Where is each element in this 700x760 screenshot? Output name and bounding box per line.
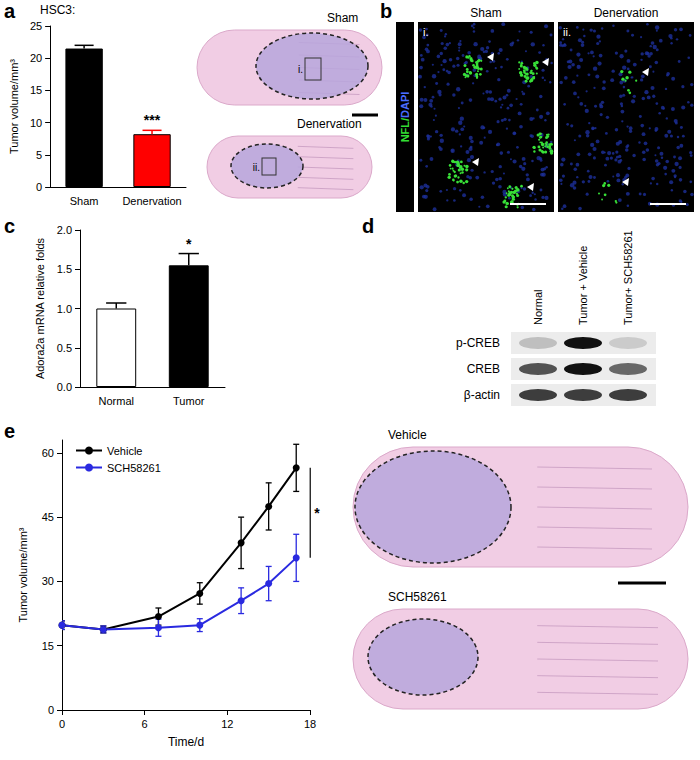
svg-text:25: 25 [30,20,42,32]
svg-text:Normal: Normal [532,290,544,325]
svg-text:6: 6 [142,718,148,730]
svg-text:2.0: 2.0 [57,224,72,236]
svg-text:Vehicle: Vehicle [388,428,427,442]
svg-text:Adora2a mRNA relative folds: Adora2a mRNA relative folds [34,237,46,379]
svg-text:Denervation: Denervation [297,117,362,131]
svg-text:0.5: 0.5 [57,342,72,354]
svg-text:0: 0 [59,718,65,730]
svg-text:Vehicle: Vehicle [107,445,142,457]
svg-text:45: 45 [42,511,54,523]
svg-text:Tumor+ SCH58261: Tumor+ SCH58261 [622,230,634,325]
svg-text:Time/d: Time/d [168,735,204,749]
svg-text:CREB: CREB [467,362,500,376]
svg-text:30: 30 [42,575,54,587]
svg-text:1.0: 1.0 [57,303,72,315]
svg-text:18: 18 [304,718,316,730]
svg-text:1.5: 1.5 [57,263,72,275]
svg-text:β-actin: β-actin [464,388,500,402]
svg-text:ii.: ii. [563,26,571,38]
html-text:d: d [362,215,375,237]
svg-text:Denervation: Denervation [594,6,659,20]
svg-text:*: * [186,236,192,252]
svg-text:SCH58261: SCH58261 [388,590,447,604]
svg-text:Tumor volume/mm³: Tumor volume/mm³ [17,527,29,622]
svg-text:HSC3:: HSC3: [40,3,75,17]
svg-text:Tumor + Vehicle: Tumor + Vehicle [577,246,589,325]
svg-text:Sham: Sham [327,11,358,25]
svg-text:0: 0 [36,181,42,193]
svg-text:Sham: Sham [470,6,501,20]
svg-text:60: 60 [42,447,54,459]
svg-text:20: 20 [30,52,42,64]
svg-text:0: 0 [48,704,54,716]
svg-text:NFL/DAPI: NFL/DAPI [399,92,411,143]
svg-text:ii.: ii. [253,162,260,173]
svg-text:SCH58261: SCH58261 [107,462,161,474]
svg-text:Tumor volume/mm³: Tumor volume/mm³ [8,59,20,154]
svg-text:p-CREB: p-CREB [456,336,500,350]
html-text:c: c [4,215,16,237]
svg-text:***: *** [144,112,161,128]
svg-text:15: 15 [42,640,54,652]
svg-text:i.: i. [423,26,429,38]
html-text:a: a [4,0,16,22]
svg-text:5: 5 [36,149,42,161]
svg-text:Tumor: Tumor [173,395,205,407]
svg-text:Normal: Normal [99,395,134,407]
svg-text:*: * [314,505,320,521]
svg-text:15: 15 [30,84,42,96]
html-text:b: b [380,0,393,22]
svg-text:i.: i. [298,64,303,75]
svg-text:10: 10 [30,117,42,129]
html-text:e: e [4,420,16,442]
svg-text:0.0: 0.0 [57,381,72,393]
svg-text:Sham: Sham [70,195,99,207]
svg-text:12: 12 [221,718,233,730]
svg-text:Denervation: Denervation [122,195,181,207]
